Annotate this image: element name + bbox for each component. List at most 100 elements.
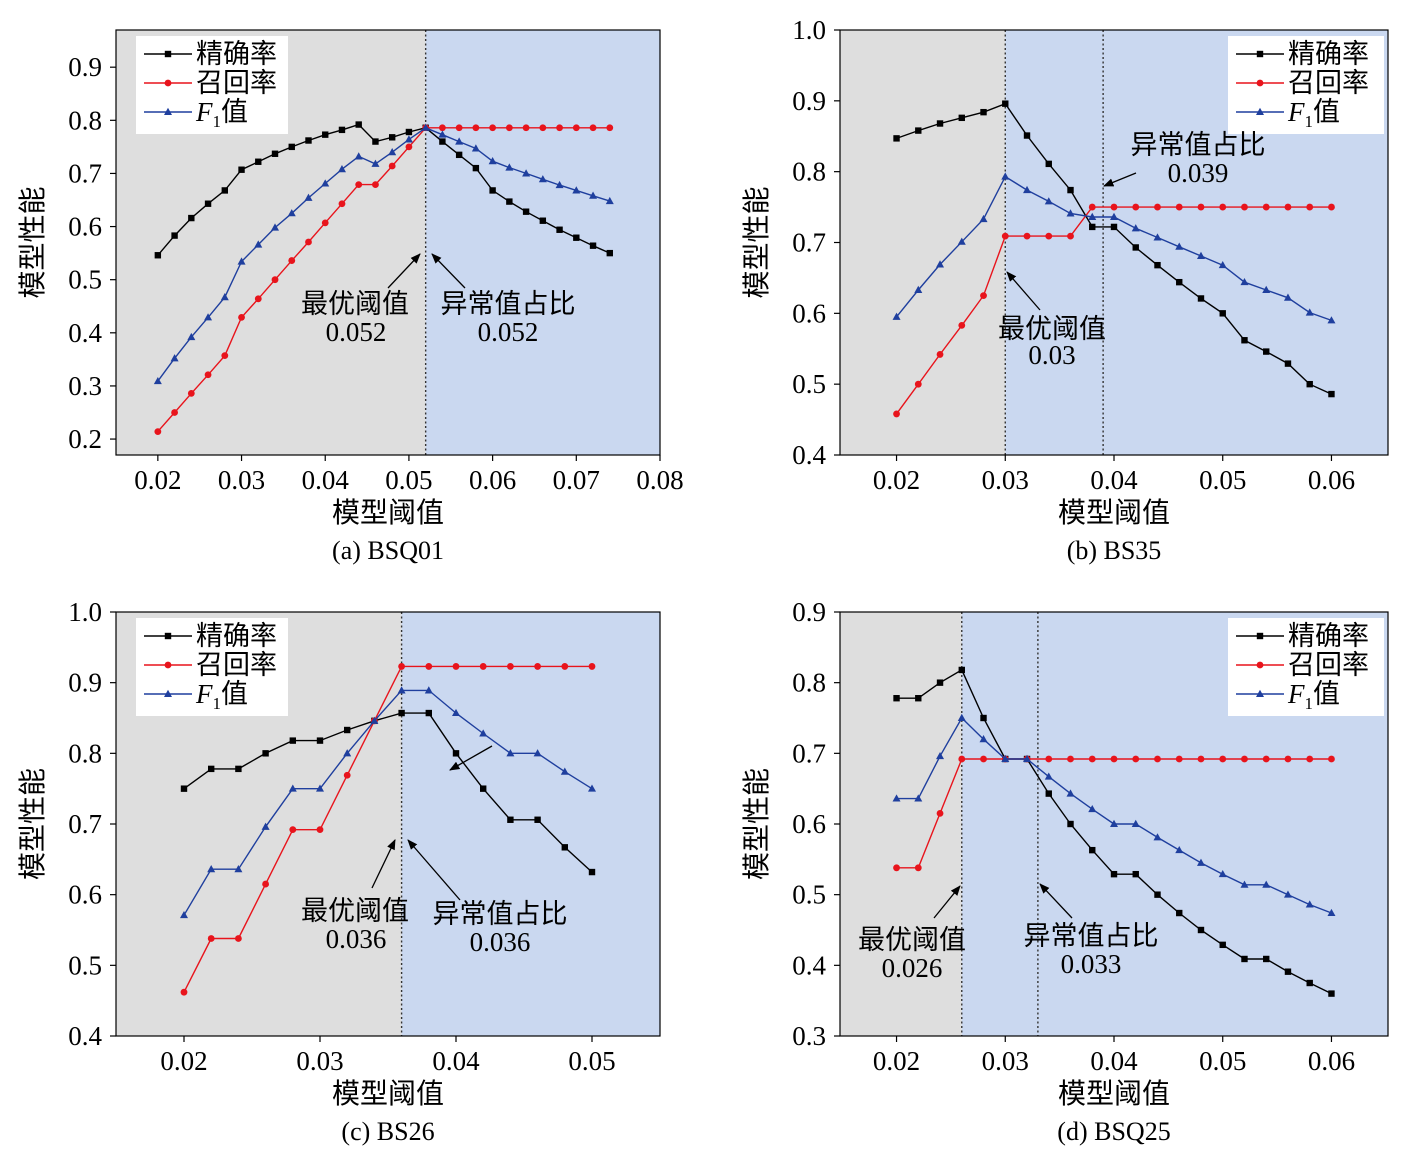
point-precision — [489, 187, 496, 194]
point-recall — [289, 826, 297, 834]
point-precision — [1176, 909, 1183, 917]
point-f1 — [397, 686, 406, 694]
legend-marker-recall — [1256, 661, 1264, 669]
annotation-value: 0.052 — [478, 317, 539, 347]
point-f1 — [936, 751, 945, 760]
panel-caption: (a) BSQ01 — [332, 536, 444, 565]
legend-label-recall: 召回率 — [1288, 68, 1369, 98]
series-line-precision — [157, 123, 611, 256]
annotation-label: 最优阈值 — [858, 925, 966, 955]
point-precision — [1110, 223, 1118, 231]
point-recall — [1219, 755, 1227, 763]
point-f1 — [271, 223, 280, 231]
point-f1 — [1262, 285, 1271, 293]
point-f1 — [153, 376, 162, 385]
point-recall — [425, 663, 433, 670]
point-f1 — [914, 794, 923, 802]
point-precision — [915, 695, 922, 702]
point-f1 — [538, 175, 547, 183]
point-f1 — [1044, 772, 1053, 780]
point-precision — [1219, 310, 1226, 317]
point-f1 — [957, 237, 966, 245]
point-recall — [455, 124, 463, 132]
legend-label-f1: F1值 — [1287, 97, 1340, 131]
point-f1 — [479, 729, 488, 737]
point-precision — [235, 765, 242, 773]
point-precision — [1197, 926, 1205, 934]
point-recall — [534, 663, 541, 670]
point-f1 — [936, 260, 945, 268]
annotation-label: 最优阈值 — [301, 289, 409, 319]
point-f1 — [455, 137, 464, 145]
y-tick-label: 0.9 — [68, 52, 102, 82]
panel-3-region-blue — [401, 612, 660, 1036]
annotation-arrow — [1103, 172, 1137, 187]
point-recall — [893, 410, 900, 418]
point-recall — [936, 810, 944, 817]
point-f1 — [1283, 890, 1292, 898]
point-f1 — [234, 865, 243, 873]
legend-marker-recall — [164, 79, 172, 87]
x-tick-label: 0.04 — [432, 1046, 480, 1076]
annotation-arrow — [407, 839, 461, 901]
panel-3: 0.02 0.03 0.04 0.05 0.4 0.5 0.6 0.7 0.8 0.9 1.0 模型阈… — [17, 597, 661, 1146]
legend-marker-f1 — [1256, 107, 1264, 115]
point-recall — [1241, 203, 1248, 211]
point-recall — [606, 124, 614, 132]
y-tick-label: 0.8 — [792, 157, 826, 187]
point-precision — [221, 187, 228, 194]
annotation-arrow — [449, 745, 493, 771]
point-f1 — [452, 708, 460, 717]
y-tick-label: 0.3 — [792, 1021, 826, 1051]
point-f1 — [1001, 754, 1010, 762]
point-recall — [180, 988, 188, 996]
point-f1 — [343, 749, 352, 757]
point-recall — [1132, 203, 1140, 211]
point-recall — [271, 276, 279, 284]
point-f1 — [1327, 908, 1336, 917]
point-recall — [1284, 203, 1292, 211]
x-tick-label: 0.06 — [1308, 465, 1355, 495]
y-tick-label: 0.4 — [792, 440, 826, 470]
point-recall — [321, 219, 329, 227]
point-precision — [425, 709, 432, 717]
panel-caption: (c) BS26 — [341, 1117, 434, 1146]
legend-label-f1: F1值 — [195, 679, 248, 713]
point-precision — [506, 198, 513, 205]
point-precision — [171, 232, 178, 239]
point-f1 — [220, 293, 229, 301]
x-tick-label: 0.02 — [873, 465, 920, 495]
point-precision — [980, 108, 987, 116]
point-precision — [1023, 132, 1031, 139]
point-f1 — [560, 767, 569, 775]
point-f1 — [370, 716, 379, 724]
annotation-label: 异常值占比 — [1131, 130, 1266, 160]
point-precision — [1132, 870, 1139, 878]
point-recall — [338, 200, 346, 208]
point-recall — [207, 935, 215, 942]
point-f1 — [1001, 172, 1010, 180]
point-recall — [472, 124, 480, 132]
point-f1 — [1327, 316, 1336, 324]
point-precision — [1263, 955, 1270, 963]
point-precision — [1045, 790, 1052, 797]
x-tick-label: 0.07 — [553, 465, 600, 495]
point-f1 — [337, 164, 346, 173]
point-precision — [1263, 348, 1270, 355]
legend-marker-recall — [1256, 79, 1264, 87]
y-tick-label: 0.6 — [68, 880, 102, 910]
point-recall — [1067, 232, 1074, 240]
point-precision — [1284, 968, 1292, 975]
x-axis-label: 模型阈值 — [332, 1078, 444, 1110]
point-recall — [1088, 755, 1096, 763]
annotation-arrow — [387, 253, 421, 289]
legend-label-precision: 精确率 — [1288, 39, 1369, 69]
y-tick-label: 0.6 — [792, 809, 826, 839]
y-tick-label: 1.0 — [68, 597, 102, 627]
point-precision — [1176, 278, 1183, 286]
point-f1 — [187, 332, 196, 341]
point-precision — [606, 249, 613, 257]
point-recall — [556, 124, 563, 132]
